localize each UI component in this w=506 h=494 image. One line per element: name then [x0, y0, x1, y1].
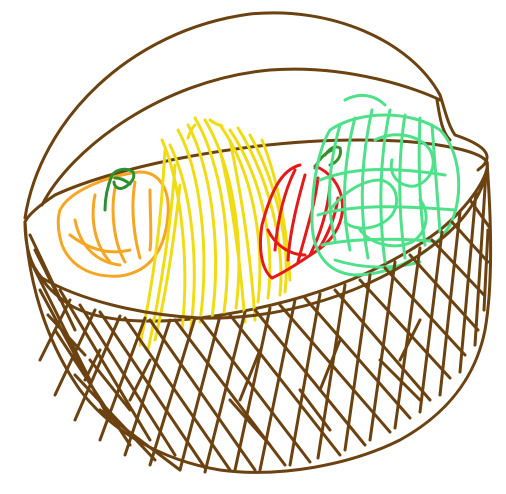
apple-fruit	[258, 145, 345, 280]
basket-handle	[23, 11, 489, 220]
orange-leaf	[103, 167, 136, 212]
orange-fruit	[56, 167, 170, 278]
basket-body	[23, 160, 493, 474]
melon-fruit	[310, 93, 461, 277]
bananas-fruit	[138, 116, 292, 352]
